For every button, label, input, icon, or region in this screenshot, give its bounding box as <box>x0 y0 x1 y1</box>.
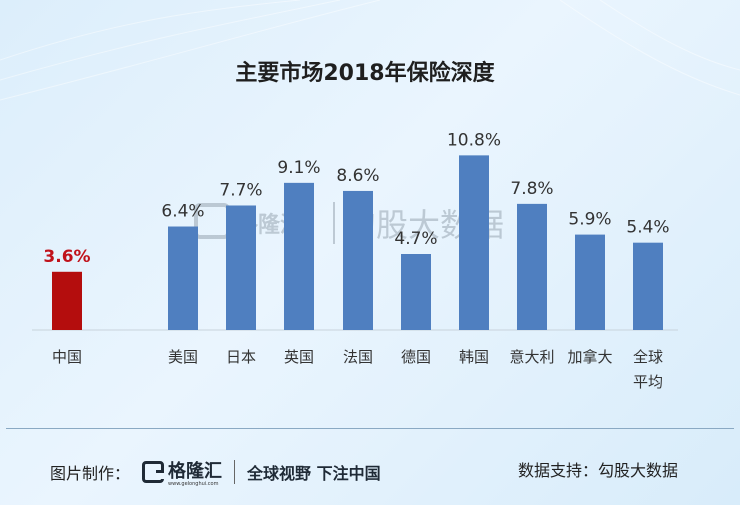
value-label-2: 7.7% <box>219 180 262 200</box>
category-label-0: 中国 <box>52 348 82 366</box>
category-label-6: 韩国 <box>459 348 489 366</box>
background-lines <box>0 0 740 101</box>
value-label-1: 6.4% <box>161 202 204 222</box>
category-label-9-0: 全球 <box>633 348 663 366</box>
value-label-8: 5.9% <box>568 210 611 230</box>
credit-label: 图片制作： <box>50 464 131 483</box>
category-label-4: 法国 <box>343 348 373 366</box>
bar-3 <box>284 182 314 330</box>
bars <box>52 155 663 330</box>
bar-2 <box>226 205 256 330</box>
footer: 图片制作： 格隆汇 www.gelonghui.com 全球视野 下注中国 数据… <box>0 447 740 487</box>
bar-4 <box>343 190 373 330</box>
bar-7 <box>517 203 547 330</box>
footer-credit: 图片制作： 格隆汇 www.gelonghui.com 全球视野 下注中国 <box>50 457 381 487</box>
bar-8 <box>575 234 605 330</box>
brand-logo: 格隆汇 www.gelonghui.com <box>142 457 222 487</box>
chart-title: 主要市场2018年保险深度 <box>235 60 495 86</box>
category-label-2: 日本 <box>226 348 256 366</box>
logo-url: www.gelonghui.com <box>168 481 219 487</box>
bar-6 <box>459 155 489 330</box>
category-label-9-1: 平均 <box>633 373 663 391</box>
category-label-7: 意大利 <box>509 348 554 366</box>
value-label-7: 7.8% <box>510 179 553 199</box>
footer-separator <box>234 460 236 484</box>
logo-text: 格隆汇 <box>168 461 223 482</box>
footer-divider <box>6 428 734 429</box>
value-label-4: 8.6% <box>336 166 379 186</box>
chart: 主要市场2018年保险深度 格隆汇 勾股大数据 3.6%6.4%7.7%9.1%… <box>0 0 740 391</box>
value-labels: 3.6% 6.4% 7.7% 9.1% 8.6% 4.7% 10.8% 7.8% 5.9% 5.4… <box>43 130 669 266</box>
data-source: 数据支持：勾股大数据 <box>517 461 678 480</box>
value-label-6: 10.8% <box>447 130 501 150</box>
slogan: 全球视野 下注中国 <box>247 464 381 483</box>
logo-icon <box>142 461 165 483</box>
bar-0 <box>52 271 82 330</box>
bar-1 <box>168 226 198 330</box>
bar-9 <box>633 242 663 330</box>
category-label-8: 加拿大 <box>567 348 612 366</box>
value-label-9: 5.4% <box>626 218 669 238</box>
value-label-5: 4.7% <box>394 229 437 249</box>
category-label-3: 英国 <box>284 348 314 366</box>
bar-5 <box>401 254 431 330</box>
category-label-1: 美国 <box>168 348 198 366</box>
value-label-0: 3.6% <box>43 247 90 267</box>
value-label-3: 9.1% <box>277 158 320 178</box>
category-label-5: 德国 <box>401 348 431 366</box>
